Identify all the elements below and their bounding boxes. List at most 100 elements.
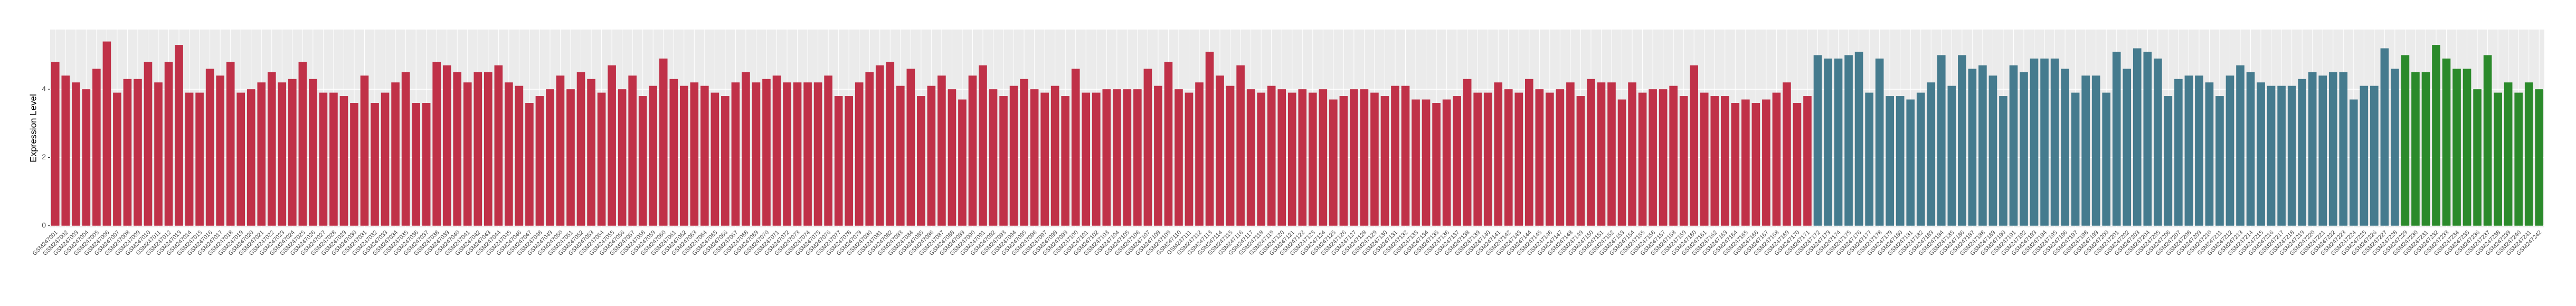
bar [896, 85, 905, 226]
bar [2112, 52, 2121, 226]
bar [1638, 92, 1647, 226]
bar [576, 72, 585, 226]
bar [1844, 55, 1853, 226]
bar [1854, 52, 1863, 226]
bar [979, 65, 987, 226]
bar [2102, 92, 2111, 226]
bar [123, 79, 132, 226]
bar [638, 96, 647, 226]
bar [1556, 89, 1565, 226]
bar [473, 72, 482, 226]
bar [1906, 99, 1915, 226]
bar [1700, 92, 1709, 226]
bar [2328, 72, 2337, 226]
bar [1999, 96, 2007, 226]
bar [1865, 92, 1873, 226]
bar [597, 92, 606, 226]
bar [2308, 72, 2317, 226]
bar [752, 82, 761, 226]
bar [1741, 99, 1750, 226]
bar [659, 58, 668, 226]
bar [1432, 103, 1441, 226]
bar [2009, 65, 2018, 226]
bar [309, 79, 317, 226]
bar [948, 89, 956, 226]
bar [2380, 48, 2389, 226]
bar [927, 85, 936, 226]
bar [412, 103, 420, 226]
bar [1246, 89, 1255, 226]
bar [958, 99, 967, 226]
bar [1659, 89, 1668, 226]
bar [2287, 85, 2296, 226]
bar [442, 65, 451, 226]
bar [329, 92, 338, 226]
bar [1071, 69, 1080, 226]
bar [432, 62, 441, 226]
bar [267, 72, 276, 226]
bar [1669, 85, 1678, 226]
bar [1102, 89, 1111, 226]
bar [587, 79, 595, 226]
bar [1927, 82, 1936, 226]
bar [92, 69, 101, 226]
bar [2257, 82, 2265, 226]
bar [1576, 96, 1585, 226]
bar [628, 75, 637, 226]
bar [1050, 85, 1059, 226]
bar [371, 103, 379, 226]
bar [618, 89, 627, 226]
bar [566, 89, 575, 226]
bar [1164, 62, 1173, 226]
bar [1772, 92, 1781, 226]
bar [1958, 55, 1966, 226]
bar [288, 79, 297, 226]
bar [102, 41, 111, 226]
bar [1968, 69, 1977, 226]
bar [834, 96, 843, 226]
bar [2535, 89, 2544, 226]
bar [762, 79, 771, 226]
bar [2164, 96, 2173, 226]
bar [2360, 85, 2369, 226]
bar [1607, 82, 1616, 226]
bar [803, 82, 812, 226]
bar [1195, 82, 1204, 226]
bar [61, 75, 70, 226]
bar [2298, 79, 2306, 226]
y-tick-label: 4 [42, 84, 46, 93]
bar [989, 89, 998, 226]
bar [2401, 55, 2410, 226]
bar [1236, 65, 1245, 226]
bar [2452, 69, 2461, 226]
bar [2040, 58, 2049, 226]
bar [2494, 92, 2502, 226]
bar [1298, 89, 1307, 226]
bar [1947, 85, 1956, 226]
bar [1514, 92, 1523, 226]
bar [1360, 89, 1369, 226]
bar [1061, 96, 1070, 226]
bar [1803, 96, 1812, 226]
bar [1257, 92, 1265, 226]
bar [1473, 92, 1482, 226]
y-axis-label: Expression Level [28, 94, 38, 162]
bar [2030, 58, 2039, 226]
bar [1133, 89, 1142, 226]
bar [2473, 89, 2482, 226]
bar [906, 69, 915, 226]
bar [1123, 89, 1132, 226]
bar [1875, 58, 1884, 226]
bar [2432, 45, 2440, 226]
bar [1720, 96, 1729, 226]
bar [546, 89, 554, 226]
bar [1308, 92, 1317, 226]
bar [319, 92, 328, 226]
bar [875, 65, 884, 226]
bar [669, 79, 678, 226]
bar [2391, 69, 2399, 226]
bar [2154, 58, 2162, 226]
bar [2091, 75, 2100, 226]
bar [1783, 82, 1791, 226]
bar [2236, 65, 2244, 226]
